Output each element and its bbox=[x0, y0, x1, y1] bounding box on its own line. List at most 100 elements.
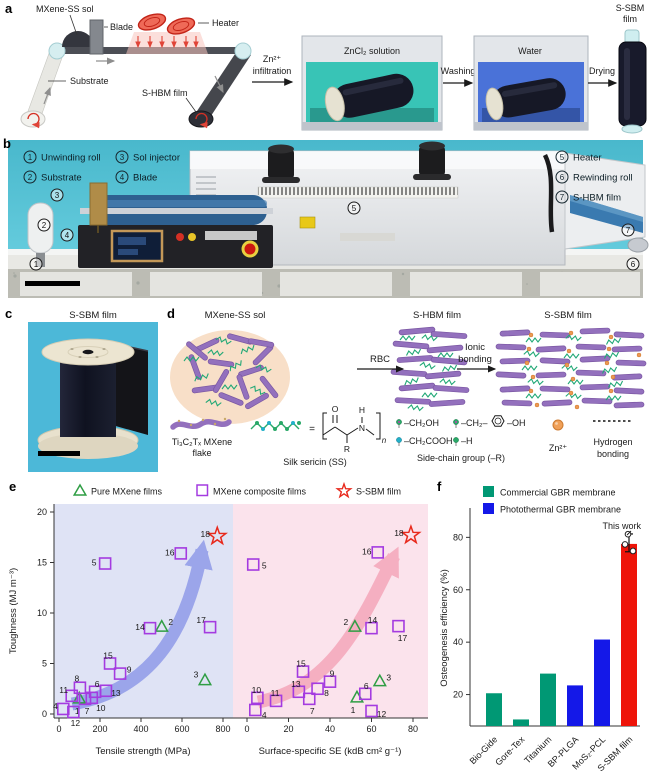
equals-sign: = bbox=[309, 424, 315, 435]
panel-label-d: d bbox=[167, 306, 175, 321]
legend-item-3: 3 Sol injector bbox=[115, 150, 180, 164]
zn-highlight bbox=[555, 422, 558, 425]
marker-3: 3 bbox=[50, 188, 64, 202]
panel-c-title: S-SBM film bbox=[69, 310, 117, 321]
film-roll-in-tank bbox=[324, 73, 414, 122]
atom-n: N bbox=[359, 423, 365, 433]
chain-dot bbox=[279, 421, 283, 425]
red-button bbox=[176, 233, 184, 241]
label-film: film bbox=[623, 14, 637, 24]
label-plate bbox=[205, 231, 257, 240]
silk-sericin-legend: = O H N R n Silk sericin (SS) bbox=[250, 404, 387, 467]
annotation-line bbox=[626, 530, 632, 536]
panel-f-chart: Commercial GBR membrane Photothermal GBR… bbox=[439, 486, 641, 773]
legend-photothermal: Photothermal GBR membrane bbox=[500, 505, 621, 515]
s-sbm-film-roll: S-SBM film bbox=[616, 3, 647, 134]
svg-text:80: 80 bbox=[453, 532, 463, 542]
svg-text:20: 20 bbox=[283, 724, 293, 734]
panel-e-charts: Pure MXene films MXene composite films S… bbox=[8, 481, 428, 757]
spool-hole-small bbox=[102, 348, 106, 350]
zncl2-tank: ZnCl₂ solution bbox=[301, 35, 443, 131]
svg-text:60: 60 bbox=[453, 585, 463, 595]
green-swatch-icon bbox=[483, 486, 494, 497]
label-mxene-ss-sol: MXene-SS sol bbox=[36, 4, 94, 14]
bar-legend: Commercial GBR membrane Photothermal GBR… bbox=[483, 486, 621, 515]
svg-text:1: 1 bbox=[28, 153, 33, 162]
rotation-arrow bbox=[27, 112, 40, 129]
label-zn2: Zn²⁺ bbox=[549, 443, 568, 453]
leader-line bbox=[185, 97, 197, 113]
legend-pure-mxene: Pure MXene films bbox=[91, 487, 163, 497]
heater-coil bbox=[137, 13, 196, 35]
pin-h bbox=[453, 437, 459, 443]
svg-text:40: 40 bbox=[325, 724, 335, 734]
washing-step: Washing bbox=[441, 66, 475, 87]
svg-text:10: 10 bbox=[252, 685, 262, 695]
label-hbonding: bonding bbox=[597, 449, 629, 459]
x-axis-label-left: Tensile strength (MPa) bbox=[95, 746, 190, 757]
svg-text:400: 400 bbox=[133, 724, 148, 734]
blue-swatch-icon bbox=[483, 503, 494, 514]
legend-item-7: 7 S-HBM film bbox=[555, 190, 621, 204]
svg-text:9: 9 bbox=[330, 669, 335, 679]
svg-text:2: 2 bbox=[28, 173, 33, 182]
roll-body bbox=[618, 41, 647, 127]
svg-text:3: 3 bbox=[194, 670, 199, 680]
svg-text:8: 8 bbox=[324, 688, 329, 698]
svg-text:5: 5 bbox=[92, 558, 97, 568]
svg-text:7: 7 bbox=[310, 706, 315, 716]
power-cable bbox=[542, 153, 555, 233]
panel-c-photo: S-SBM film bbox=[28, 310, 158, 472]
drying-step: Drying bbox=[588, 66, 618, 87]
film-spool bbox=[37, 338, 149, 459]
bracket-left bbox=[322, 412, 327, 440]
svg-text:13: 13 bbox=[291, 679, 301, 689]
svg-text:13: 13 bbox=[111, 688, 121, 698]
svg-text:2: 2 bbox=[344, 617, 349, 627]
svg-text:16: 16 bbox=[362, 546, 372, 556]
svg-text:11: 11 bbox=[271, 688, 280, 698]
zn-legend: Zn²⁺ bbox=[549, 419, 568, 453]
svg-text:18: 18 bbox=[394, 528, 404, 538]
svg-text:1: 1 bbox=[75, 706, 80, 716]
svg-text:14: 14 bbox=[368, 615, 378, 625]
floor-panels bbox=[20, 272, 640, 296]
svg-text:1: 1 bbox=[351, 705, 356, 715]
chart-legend: Pure MXene films MXene composite films S… bbox=[72, 481, 401, 499]
trend-arrow-right bbox=[256, 546, 400, 709]
legend-s-sbm: S-SBM film bbox=[356, 487, 401, 497]
label-bonding: bonding bbox=[458, 354, 492, 365]
svg-text:60: 60 bbox=[366, 724, 376, 734]
svg-text:0: 0 bbox=[244, 724, 249, 734]
spool-hole-small bbox=[95, 356, 99, 358]
y-axis-label: Toughness (MJ m⁻³) bbox=[8, 568, 19, 654]
blade-bar bbox=[80, 208, 273, 214]
stage3-title: S-SBM film bbox=[544, 310, 592, 321]
zn-infiltration-step: Zn²⁺ infiltration bbox=[252, 54, 294, 86]
chain-dot bbox=[261, 427, 265, 431]
svg-text:14: 14 bbox=[135, 622, 145, 632]
svg-text:Blade: Blade bbox=[133, 173, 157, 184]
label-silk-sericin: Silk sericin (SS) bbox=[283, 457, 347, 467]
svg-text:5: 5 bbox=[560, 153, 565, 162]
surface-group-dot bbox=[201, 418, 205, 422]
roll-coater-schematic: MXene-SS sol Blade Heater Substrate S-HB… bbox=[20, 4, 252, 129]
spool-hole bbox=[82, 349, 94, 355]
stage1-title: MXene-SS sol bbox=[205, 310, 266, 321]
svg-text:Heater: Heater bbox=[573, 153, 602, 164]
label-ch2oh: –CH₂OH bbox=[404, 418, 439, 428]
flake-icon bbox=[170, 418, 232, 430]
svg-text:6: 6 bbox=[95, 679, 100, 689]
svg-text:Gore-Tex: Gore-Tex bbox=[493, 734, 527, 768]
panel-d-schematic: MXene-SS sol S-HBM film S-SBM film RBC I… bbox=[170, 310, 647, 467]
svg-text:8: 8 bbox=[75, 674, 80, 684]
svg-text:200: 200 bbox=[92, 724, 107, 734]
svg-text:2: 2 bbox=[168, 617, 173, 627]
warning-sticker bbox=[299, 216, 316, 229]
svg-text:0: 0 bbox=[56, 724, 61, 734]
film-sheet bbox=[112, 343, 148, 435]
tank-base bbox=[302, 122, 442, 130]
heat-glow bbox=[126, 32, 208, 54]
emergency-button bbox=[244, 243, 256, 255]
